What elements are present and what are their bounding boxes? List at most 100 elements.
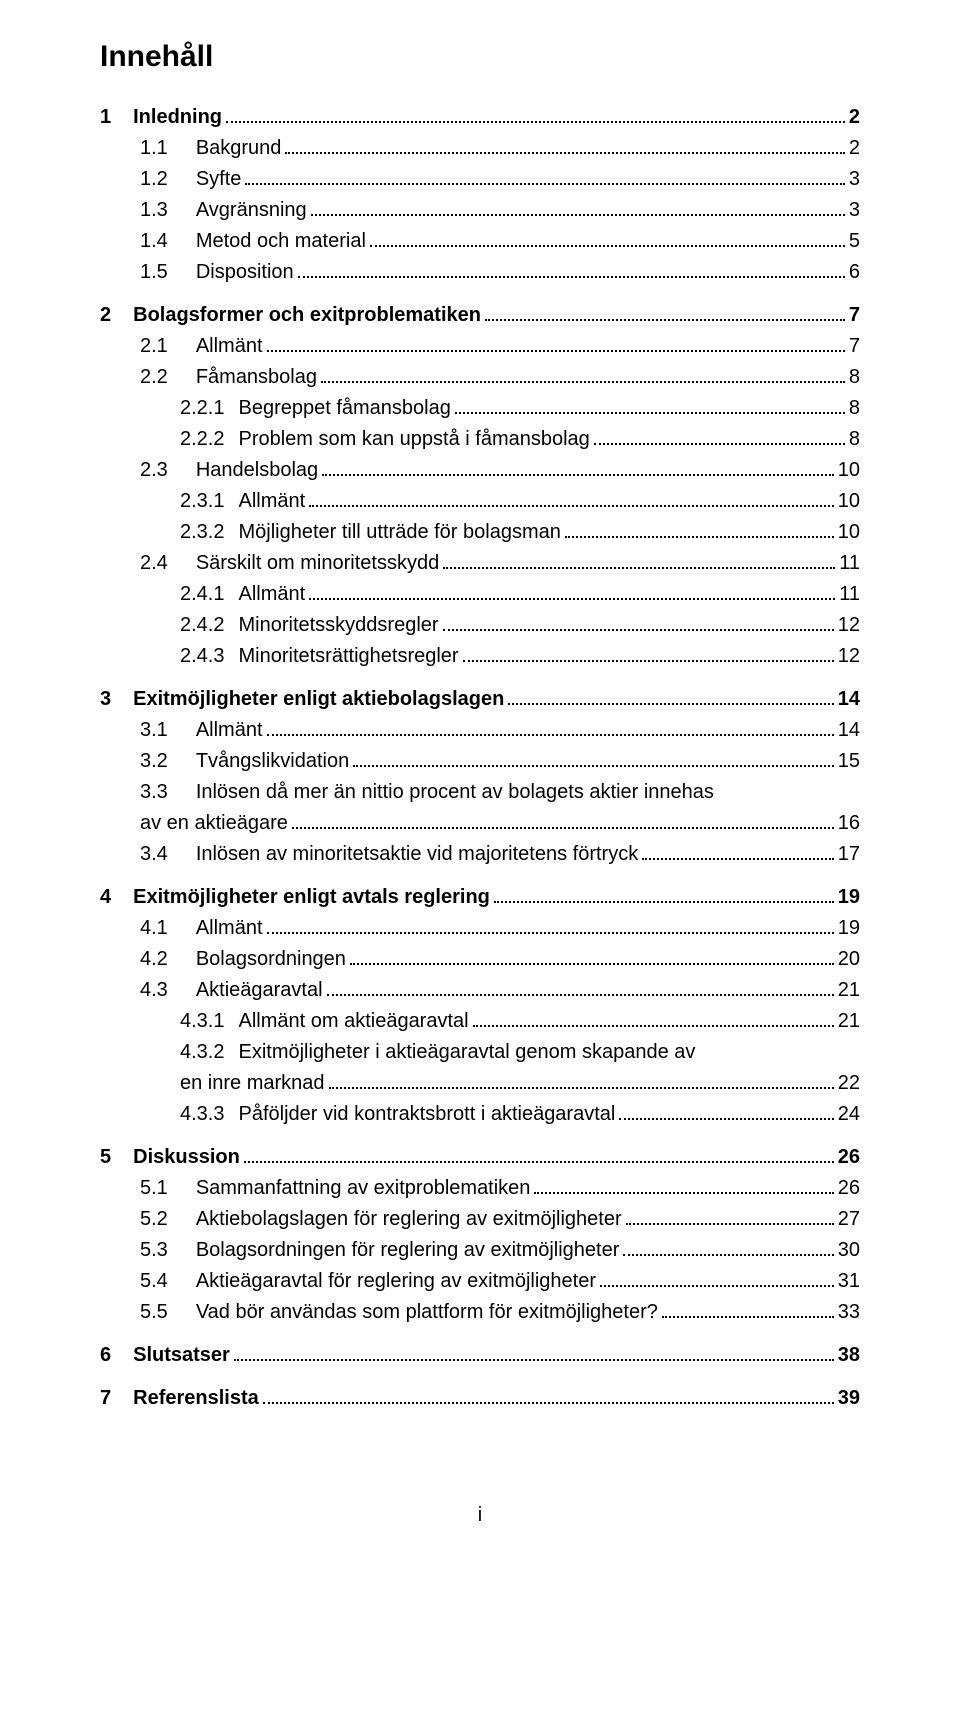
page-number-footer: i [100,1504,860,1527]
toc-entry-label-cont: en inre marknad [180,1068,325,1099]
toc-entry: 1.3Avgränsning3 [100,195,860,226]
toc-entry-number: 2 [100,300,111,331]
toc-entry-page: 31 [838,1266,860,1297]
toc-entry: 4.3.2Exitmöjligheter i aktieägaravtal ge… [100,1037,860,1099]
toc-entry-number: 4.3.3 [180,1099,224,1130]
toc-entry: 4.2Bolagsordningen20 [100,944,860,975]
toc-entry: 3.1Allmänt14 [100,715,860,746]
toc-entry: 5Diskussion26 [100,1142,860,1173]
toc-entry-page: 11 [839,548,860,579]
toc-entry-label: Allmänt [196,715,263,746]
toc-entry-label: Slutsatser [133,1340,230,1371]
toc-entry: 4.1Allmänt19 [100,913,860,944]
toc-entry-label: Aktieägaravtal [196,975,323,1006]
toc-entry-page: 20 [838,944,860,975]
toc-entry-number: 1.1 [140,133,168,164]
toc-entry: 1.1Bakgrund2 [100,133,860,164]
toc-entry: 2.4.2 Minoritetsskyddsregler 12 [100,610,860,641]
toc-container: 1Inledning21.1Bakgrund21.2Syfte31.3Avgrä… [100,102,860,1414]
toc-entry-label: Avgränsning [196,195,307,226]
toc-entry: 7Referenslista39 [100,1383,860,1414]
toc-entry: 1Inledning2 [100,102,860,133]
toc-leader [285,152,844,154]
toc-entry-number: 1.2 [140,164,168,195]
toc-leader [263,1402,834,1404]
toc-leader [494,901,834,903]
toc-entry-number: 7 [100,1383,111,1414]
toc-entry-number: 5.4 [140,1266,168,1297]
toc-entry-label: Disposition [196,257,294,288]
toc-entry-number: 2.1 [140,331,168,362]
toc-entry-number: 4.1 [140,913,168,944]
toc-entry-page: 21 [838,1006,860,1037]
toc-entry-page: 14 [838,684,860,715]
toc-leader [642,858,834,860]
toc-entry-page: 33 [838,1297,860,1328]
toc-entry-number: 6 [100,1340,111,1371]
toc-entry-label: Inlösen då mer än nittio procent av bola… [196,777,714,808]
toc-entry-page: 12 [838,641,860,672]
toc-entry-page: 16 [838,808,860,839]
toc-entry: 2.2.1Begreppet fåmansbolag8 [100,393,860,424]
toc-entry-page: 30 [838,1235,860,1266]
toc-leader [309,505,834,507]
toc-entry-label: Fåmansbolag [196,362,317,393]
toc-entry-label: Allmänt [238,486,305,517]
toc-leader [508,703,833,705]
toc-entry-page: 10 [838,486,860,517]
toc-entry: 2.3.2Möjligheter till utträde för bolags… [100,517,860,548]
toc-entry-page: 26 [838,1173,860,1204]
toc-entry-label: Inlösen av minoritetsaktie vid majoritet… [196,839,638,870]
toc-entry-label: Vad bör användas som plattform för exitm… [196,1297,658,1328]
toc-entry: 5.4 Aktieägaravtal för reglering av exitm… [100,1266,860,1297]
toc-entry-page: 8 [849,362,860,393]
toc-entry-page: 12 [838,610,860,641]
toc-entry: 2.1Allmänt7 [100,331,860,362]
toc-entry-label: Exitmöjligheter enligt aktiebolagslagen [133,684,504,715]
toc-leader [309,598,835,600]
toc-entry-page: 10 [838,517,860,548]
toc-entry-number: 5.1 [140,1173,168,1204]
toc-entry-label: Bolagsformer och exitproblematiken [133,300,481,331]
toc-leader [353,765,834,767]
toc-leader [327,994,834,996]
toc-entry: 2.2Fåmansbolag8 [100,362,860,393]
toc-entry-number: 5.2 [140,1204,168,1235]
toc-leader [244,1161,834,1163]
toc-entry-label: Bolagsordningen för reglering av exitmöj… [196,1235,620,1266]
toc-leader [298,276,845,278]
toc-entry-number: 1 [100,102,111,133]
toc-entry-page: 8 [849,424,860,455]
toc-entry-label: Särskilt om minoritetsskydd [196,548,439,579]
toc-entry-number: 2.4 [140,548,168,579]
toc-entry: 2.4.3Minoritetsrättighetsregler12 [100,641,860,672]
toc-entry-number: 4.3.2 [180,1037,224,1068]
toc-entry-page: 11 [839,579,860,610]
toc-entry-page: 3 [849,195,860,226]
toc-entry-page: 6 [849,257,860,288]
toc-entry-label: Aktieägaravtal för reglering av exitmöjl… [196,1266,596,1297]
toc-entry-page: 27 [838,1204,860,1235]
toc-entry-page: 15 [838,746,860,777]
toc-leader [350,963,834,965]
toc-entry-label: Minoritetsskyddsregler [238,610,438,641]
toc-entry-label: Påföljder vid kontraktsbrott i aktieägar… [238,1099,615,1130]
toc-entry-page: 7 [849,331,860,362]
toc-entry-number: 1.5 [140,257,168,288]
toc-leader [329,1087,834,1089]
toc-leader [321,381,845,383]
toc-entry-number: 2.4.2 [180,610,224,641]
toc-entry-number: 2.4.1 [180,579,224,610]
toc-entry-label: Begreppet fåmansbolag [238,393,450,424]
toc-entry-number: 4.2 [140,944,168,975]
toc-entry-page: 17 [838,839,860,870]
toc-entry: 5.1Sammanfattning av exitproblematiken26 [100,1173,860,1204]
toc-entry: 5.2Aktiebolagslagen för reglering av exi… [100,1204,860,1235]
toc-entry: 2.3Handelsbolag10 [100,455,860,486]
toc-entry: 3.3Inlösen då mer än nittio procent av b… [100,777,860,839]
toc-entry: 3.4Inlösen av minoritetsaktie vid majori… [100,839,860,870]
toc-leader [473,1025,834,1027]
toc-title: Innehåll [100,40,860,74]
toc-entry-number: 2.2.1 [180,393,224,424]
toc-entry-number: 5 [100,1142,111,1173]
